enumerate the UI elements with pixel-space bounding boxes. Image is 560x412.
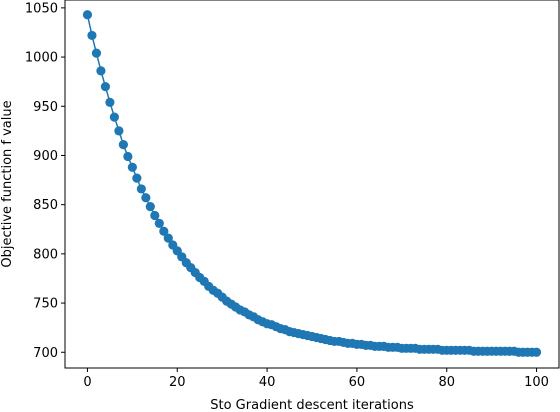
y-tick-label: 950	[33, 100, 58, 115]
data-point	[154, 218, 164, 228]
x-tick-label: 60	[349, 375, 366, 390]
x-tick-label: 80	[438, 375, 455, 390]
data-point	[163, 233, 173, 243]
data-point	[127, 162, 137, 172]
y-tick-label: 750	[33, 297, 58, 312]
data-point	[123, 151, 133, 162]
data-point	[100, 81, 111, 92]
data-point	[91, 48, 102, 58]
data-point	[118, 140, 128, 150]
y-tick-label: 1050	[25, 1, 58, 16]
x-tick-label: 100	[524, 375, 549, 390]
x-tick-label: 20	[169, 375, 186, 390]
data-point	[82, 10, 93, 20]
data-point	[87, 30, 97, 41]
y-tick-label: 1000	[25, 51, 58, 66]
data-point	[531, 347, 542, 357]
data-series	[82, 10, 542, 357]
data-point	[96, 66, 106, 76]
y-tick-label: 900	[33, 149, 58, 164]
x-tick-label: 0	[83, 375, 91, 390]
data-point	[145, 202, 155, 212]
y-axis-label: Objective function f value	[0, 100, 15, 267]
data-point	[159, 226, 169, 236]
data-point	[132, 173, 142, 183]
data-point	[136, 184, 146, 194]
data-point	[105, 97, 115, 107]
series-line	[86, 14, 537, 354]
data-point	[150, 210, 160, 221]
x-tick-label: 40	[259, 375, 276, 390]
y-tick-label: 700	[33, 346, 58, 361]
y-tick-label: 800	[33, 247, 58, 262]
plot-frame	[64, 0, 560, 369]
data-point	[109, 112, 119, 122]
x-axis-label: Sto Gradient descent iterations	[210, 398, 414, 412]
data-point	[114, 126, 124, 136]
axis-ticks: 0 20 40 60 80 100 700 750 800 850 900 950 1000 1050	[25, 1, 549, 390]
y-tick-label: 850	[33, 198, 58, 213]
data-point	[141, 193, 151, 203]
